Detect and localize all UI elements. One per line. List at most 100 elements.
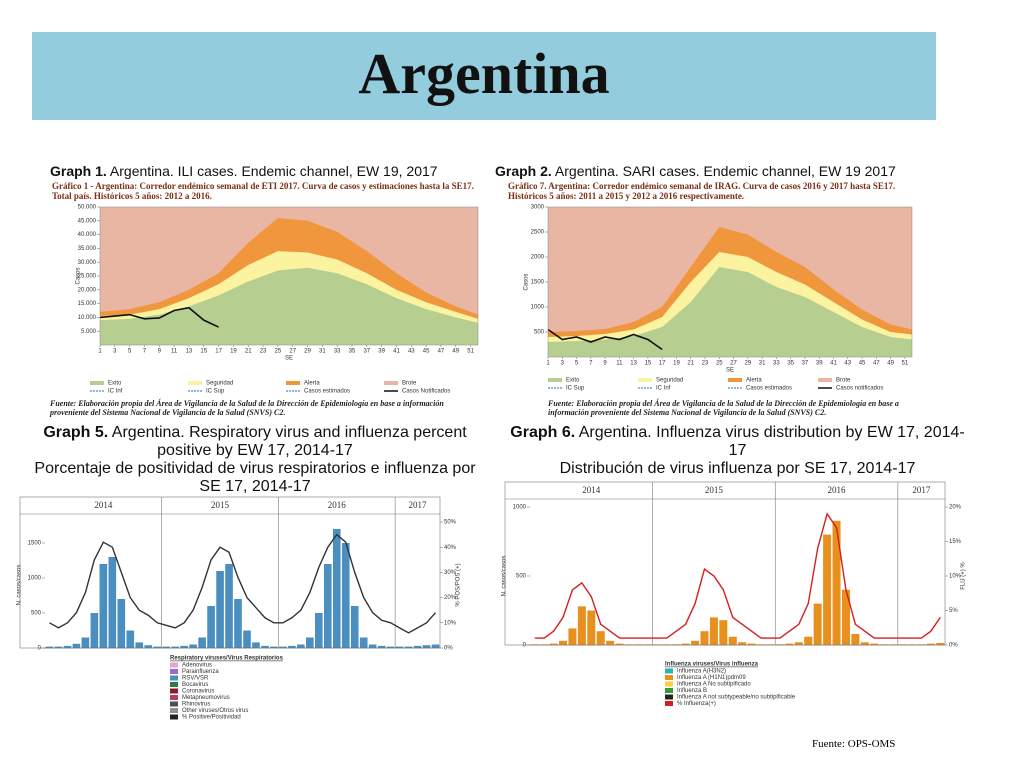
- x-tick-label: 7: [589, 361, 593, 367]
- y-tick-label: 500: [516, 574, 527, 580]
- x-axis-label: SE: [726, 368, 734, 374]
- legend-label: Casos Notificados: [402, 389, 450, 395]
- x-tick-label: 1: [546, 361, 550, 367]
- x-tick-label: 43: [844, 361, 851, 367]
- y2-tick-label: 5%: [949, 608, 958, 614]
- x-tick-label: 37: [802, 361, 809, 367]
- x-tick-label: 11: [171, 349, 178, 355]
- bar: [162, 646, 171, 648]
- bar: [785, 643, 794, 645]
- bar: [368, 644, 377, 648]
- legend-label: Influenza A(H3N2): [677, 669, 726, 675]
- bar: [54, 646, 63, 648]
- x-tick-label: 33: [773, 361, 780, 367]
- legend-label: Coronavirus: [182, 689, 214, 695]
- x-tick-label: 25: [275, 349, 282, 355]
- bar: [144, 645, 153, 648]
- x-tick-label: 33: [334, 349, 341, 355]
- x-tick-label: 29: [304, 349, 311, 355]
- year-label: 2017: [409, 500, 428, 510]
- y-tick-label: 20.000: [78, 287, 97, 293]
- bar: [879, 644, 888, 645]
- y2-tick-label: 20%: [444, 595, 457, 601]
- caption-label: Graph 2.: [495, 163, 552, 179]
- legend-label: Exito: [566, 378, 580, 384]
- legend-label: Influenza B: [677, 688, 707, 694]
- legend-swatch: [286, 381, 300, 385]
- legend-label: Metapneumovirus: [182, 695, 230, 701]
- caption-label: Graph 5.: [43, 424, 109, 441]
- legend-label: Influenza A not subtypeable/no subtipifi…: [677, 695, 796, 701]
- x-tick-label: 41: [830, 361, 837, 367]
- x-tick-label: 21: [245, 349, 252, 355]
- legend-label: IC Inf: [656, 386, 671, 392]
- x-tick-label: 23: [260, 349, 267, 355]
- bar: [625, 644, 634, 645]
- y-tick-label: 0: [523, 643, 527, 649]
- bar: [270, 646, 278, 648]
- bar: [775, 644, 784, 645]
- x-tick-label: 5: [128, 349, 132, 355]
- legend-swatch: [188, 381, 202, 385]
- x-tick-label: 19: [230, 349, 237, 355]
- caption-spanish: Distribución de virus influenza por SE 1…: [559, 460, 916, 477]
- plot-frame: [99, 206, 479, 346]
- x-tick-label: 25: [716, 361, 723, 367]
- bar: [72, 643, 81, 648]
- x-tick-label: 19: [673, 361, 680, 367]
- legend-swatch: [665, 681, 673, 687]
- bar: [936, 642, 945, 645]
- bar: [728, 636, 737, 645]
- bar: [108, 557, 117, 648]
- y-tick-label: 1500: [531, 280, 545, 286]
- legend-swatch: [170, 675, 178, 681]
- legend-label: % Influenza(+): [677, 701, 716, 707]
- cases-line: [99, 306, 219, 328]
- x-tick-label: 47: [873, 361, 880, 367]
- source: Fuente: OPS-OMS: [812, 738, 896, 750]
- legend-label: Seguridad: [206, 381, 233, 387]
- bar: [653, 644, 662, 645]
- y-tick-label: 10.000: [78, 315, 97, 321]
- caption-spanish: Porcentaje de positividad de virus respi…: [34, 460, 476, 495]
- y-tick-label: 500: [31, 611, 42, 617]
- bar: [377, 645, 386, 648]
- y-tick-label: 2500: [531, 230, 545, 236]
- x-tick-label: 45: [423, 349, 430, 355]
- legend-swatch: [728, 378, 742, 382]
- legend-swatch: [665, 675, 673, 680]
- y2-tick-label: 0%: [949, 643, 958, 649]
- legend-label: IC Inf: [108, 389, 123, 395]
- caption-label: Graph 6.: [510, 424, 576, 441]
- year-label: 2017: [912, 485, 931, 495]
- bar: [568, 628, 577, 645]
- legend-label: Casos estimados: [746, 386, 792, 392]
- band-area: [100, 267, 478, 345]
- y2-tick-label: 40%: [444, 545, 457, 551]
- legend-label: Brote: [402, 381, 417, 387]
- x-tick-label: 5: [575, 361, 579, 367]
- y2-tick-label: 30%: [444, 570, 457, 576]
- legend-label: Brote: [836, 378, 851, 384]
- bar: [135, 642, 144, 648]
- bar: [126, 630, 135, 648]
- cases-line: [547, 328, 663, 351]
- bar: [297, 644, 305, 648]
- subtitle: Gráfico 7. Argentina: Corredor endémico …: [508, 181, 896, 201]
- y-tick-label: 35.000: [78, 246, 97, 252]
- bar: [615, 643, 624, 645]
- bar: [559, 640, 568, 645]
- bar: [99, 564, 108, 648]
- bar: [577, 606, 586, 645]
- legend-label: Parainfluenza: [182, 669, 219, 675]
- legend-swatch: [638, 378, 652, 382]
- legend-swatch: [170, 708, 178, 713]
- caption-label: Graph 1.: [50, 163, 107, 179]
- caption-text: Argentina. Influenza virus distribution …: [578, 424, 965, 459]
- x-tick-label: 11: [616, 361, 623, 367]
- title-band: [32, 32, 936, 120]
- bar: [747, 643, 756, 645]
- bar: [634, 644, 643, 645]
